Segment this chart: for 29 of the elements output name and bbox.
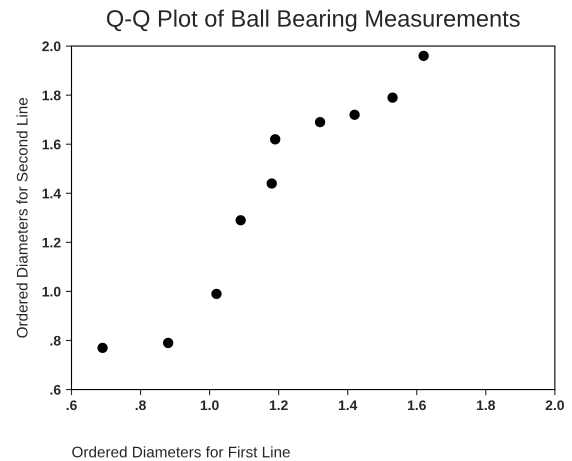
point — [418, 50, 429, 62]
y-tick-label: 1.4 — [42, 188, 62, 198]
y-tick-label: 1.8 — [42, 90, 61, 100]
y-tick-label: 2.0 — [42, 41, 61, 52]
point — [349, 110, 360, 120]
y-tick-label: .8 — [50, 336, 61, 346]
x-tick-label: 1.2 — [270, 400, 288, 410]
y-tick-label: 1.2 — [42, 238, 61, 248]
y-axis-title: Ordered Diameters for Second Line — [16, 98, 28, 338]
point — [270, 134, 280, 144]
x-axis-title: Ordered Diameters for First Line — [72, 446, 290, 458]
x-tick-label: 1.8 — [477, 400, 496, 410]
x-tick-label: .8 — [136, 400, 146, 410]
point — [211, 288, 222, 300]
x-tick-label: 2.0 — [546, 400, 564, 410]
point — [387, 92, 398, 103]
point — [97, 342, 108, 353]
point — [163, 338, 174, 348]
chart-title: Q-Q Plot of Ball Bearing Measurements — [106, 10, 520, 32]
x-tick-label: 1.4 — [338, 400, 358, 410]
y-tick-label: .6 — [50, 384, 61, 395]
x-tick-label: 1.0 — [200, 400, 219, 410]
y-tick-label: 1.6 — [42, 140, 61, 150]
point — [236, 215, 246, 226]
y-tick-label: 1.0 — [42, 286, 61, 297]
point — [266, 178, 277, 189]
x-tick-label: 1.6 — [408, 400, 426, 410]
point — [314, 117, 326, 128]
x-tick-label: .6 — [66, 400, 77, 410]
